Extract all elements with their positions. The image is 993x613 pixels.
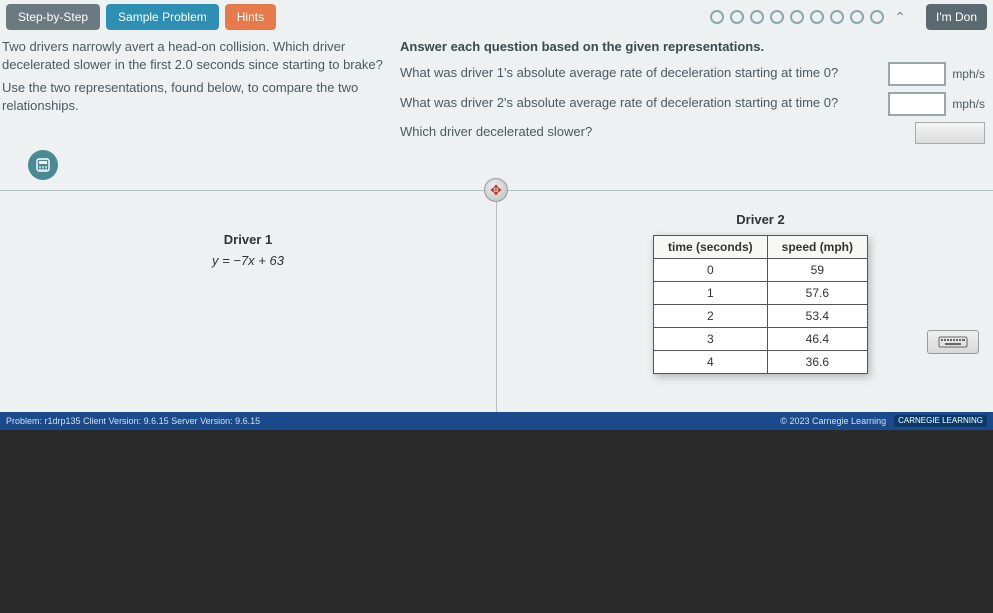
progress-dot[interactable] bbox=[850, 10, 864, 24]
keyboard-button[interactable] bbox=[927, 330, 979, 354]
table-header-row: time (seconds) speed (mph) bbox=[653, 236, 867, 259]
answer-area: Answer each question based on the given … bbox=[400, 38, 985, 150]
cell: 53.4 bbox=[767, 305, 867, 328]
table-row: 346.4 bbox=[653, 328, 867, 351]
tab-step-by-step[interactable]: Step-by-Step bbox=[6, 4, 100, 30]
question-2-row: What was driver 2's absolute average rat… bbox=[400, 92, 985, 116]
answer-3-select[interactable] bbox=[915, 122, 985, 144]
col-time-header: time (seconds) bbox=[653, 236, 767, 259]
calculator-icon bbox=[35, 157, 51, 173]
content-area: Two drivers narrowly avert a head-on col… bbox=[0, 34, 993, 150]
question-3-text: Which driver decelerated slower? bbox=[400, 124, 909, 141]
keyboard-icon bbox=[938, 336, 968, 348]
cell: 59 bbox=[767, 259, 867, 282]
top-bar: Step-by-Step Sample Problem Hints ⌃ I'm … bbox=[0, 0, 993, 34]
copyright-text: © 2023 Carnegie Learning bbox=[780, 416, 886, 426]
cell: 4 bbox=[653, 351, 767, 374]
app-window: Step-by-Step Sample Problem Hints ⌃ I'm … bbox=[0, 0, 993, 430]
driver-1-panel: Driver 1 y = −7x + 63 bbox=[0, 200, 496, 268]
answer-1-input[interactable] bbox=[888, 62, 946, 86]
cell: 1 bbox=[653, 282, 767, 305]
collapse-caret-icon[interactable]: ⌃ bbox=[890, 9, 910, 26]
progress-indicator: ⌃ bbox=[710, 9, 916, 26]
table-row: 157.6 bbox=[653, 282, 867, 305]
driver-2-table: time (seconds) speed (mph) 059 157.6 253… bbox=[653, 235, 868, 374]
cell: 46.4 bbox=[767, 328, 867, 351]
problem-paragraph-2: Use the two representations, found below… bbox=[2, 79, 392, 114]
vertical-divider bbox=[496, 190, 497, 412]
unit-label: mph/s bbox=[952, 97, 985, 111]
table-row: 253.4 bbox=[653, 305, 867, 328]
progress-dot[interactable] bbox=[870, 10, 884, 24]
problem-paragraph-1: Two drivers narrowly avert a head-on col… bbox=[2, 38, 392, 73]
tab-sample-problem[interactable]: Sample Problem bbox=[106, 4, 219, 30]
table-row: 436.6 bbox=[653, 351, 867, 374]
tab-hints[interactable]: Hints bbox=[225, 4, 276, 30]
im-done-button[interactable]: I'm Don bbox=[926, 4, 987, 30]
cell: 36.6 bbox=[767, 351, 867, 374]
progress-dot[interactable] bbox=[710, 10, 724, 24]
panel-resize-handle[interactable] bbox=[484, 178, 508, 202]
question-3-row: Which driver decelerated slower? bbox=[400, 122, 985, 144]
progress-dot[interactable] bbox=[810, 10, 824, 24]
unit-label: mph/s bbox=[952, 67, 985, 81]
cell: 57.6 bbox=[767, 282, 867, 305]
footer-bar: Problem: r1drp135 Client Version: 9.6.15… bbox=[0, 412, 993, 430]
cell: 0 bbox=[653, 259, 767, 282]
question-2-text: What was driver 2's absolute average rat… bbox=[400, 95, 882, 112]
version-info: Problem: r1drp135 Client Version: 9.6.15… bbox=[6, 416, 260, 426]
carnegie-badge: CARNEGIE LEARNING bbox=[894, 415, 987, 427]
driver-2-panel: Driver 2 time (seconds) speed (mph) 059 … bbox=[498, 200, 993, 374]
driver-1-equation: y = −7x + 63 bbox=[0, 253, 496, 268]
cell: 2 bbox=[653, 305, 767, 328]
progress-dot[interactable] bbox=[730, 10, 744, 24]
progress-dot[interactable] bbox=[790, 10, 804, 24]
cell: 3 bbox=[653, 328, 767, 351]
progress-dot[interactable] bbox=[750, 10, 764, 24]
math-tools-icon[interactable] bbox=[28, 150, 58, 180]
driver-2-title: Driver 2 bbox=[558, 212, 963, 227]
table-row: 059 bbox=[653, 259, 867, 282]
question-1-row: What was driver 1's absolute average rat… bbox=[400, 62, 985, 86]
answer-header: Answer each question based on the given … bbox=[400, 38, 985, 56]
problem-text: Two drivers narrowly avert a head-on col… bbox=[2, 38, 392, 150]
driver-1-title: Driver 1 bbox=[0, 232, 496, 247]
col-speed-header: speed (mph) bbox=[767, 236, 867, 259]
progress-dot[interactable] bbox=[830, 10, 844, 24]
progress-dot[interactable] bbox=[770, 10, 784, 24]
question-1-text: What was driver 1's absolute average rat… bbox=[400, 65, 882, 82]
answer-2-input[interactable] bbox=[888, 92, 946, 116]
